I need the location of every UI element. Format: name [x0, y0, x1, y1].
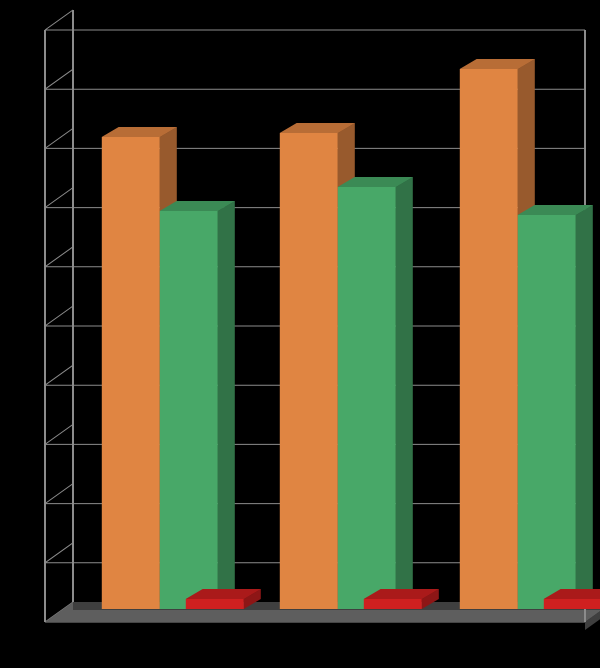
bar-chart-3d	[0, 0, 600, 668]
bar-green-g2	[518, 205, 593, 609]
bar-green-g1	[338, 177, 413, 609]
bar-green-g0	[160, 201, 235, 609]
